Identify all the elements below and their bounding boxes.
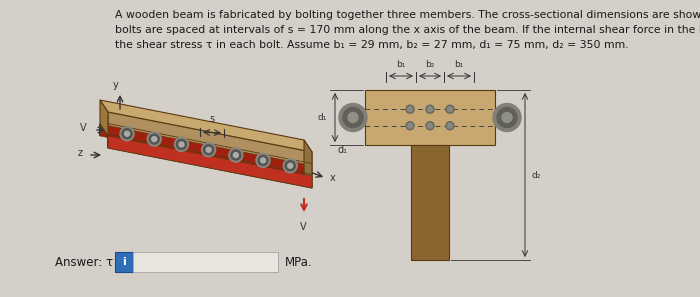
Circle shape: [284, 159, 298, 173]
Text: A wooden beam is fabricated by bolting together three members. The cross-section: A wooden beam is fabricated by bolting t…: [115, 10, 700, 50]
Circle shape: [343, 108, 363, 127]
Circle shape: [493, 103, 521, 132]
Polygon shape: [100, 124, 304, 176]
Polygon shape: [100, 100, 108, 148]
Polygon shape: [100, 100, 312, 152]
Circle shape: [285, 161, 295, 171]
Text: s: s: [209, 114, 215, 124]
Circle shape: [426, 122, 434, 130]
Text: z: z: [78, 148, 83, 158]
Circle shape: [149, 134, 159, 144]
Circle shape: [348, 113, 358, 122]
Text: y: y: [113, 80, 119, 90]
Circle shape: [447, 107, 452, 112]
Circle shape: [258, 155, 268, 165]
Circle shape: [446, 105, 454, 113]
Text: x: x: [330, 173, 336, 183]
FancyBboxPatch shape: [133, 252, 278, 272]
Circle shape: [407, 123, 412, 128]
Text: b₁: b₁: [396, 60, 406, 69]
Circle shape: [256, 153, 270, 168]
Circle shape: [260, 158, 265, 163]
Bar: [365, 90, 495, 145]
Circle shape: [288, 163, 293, 168]
Circle shape: [446, 122, 454, 130]
Polygon shape: [304, 140, 312, 188]
Text: V: V: [300, 222, 307, 232]
Circle shape: [204, 145, 214, 155]
Bar: [411, 145, 449, 260]
FancyBboxPatch shape: [115, 252, 133, 272]
Text: Answer: τ =: Answer: τ =: [55, 255, 127, 268]
Text: b₂: b₂: [426, 60, 435, 69]
Circle shape: [206, 147, 211, 152]
Polygon shape: [108, 136, 312, 188]
Circle shape: [447, 123, 452, 128]
Circle shape: [231, 150, 241, 160]
Text: d₁: d₁: [318, 113, 327, 122]
Polygon shape: [108, 112, 312, 188]
Circle shape: [179, 142, 184, 147]
Circle shape: [428, 123, 433, 128]
Text: b₁: b₁: [454, 60, 463, 69]
Circle shape: [152, 137, 157, 142]
Circle shape: [120, 127, 134, 141]
Circle shape: [122, 129, 132, 139]
Circle shape: [407, 107, 412, 112]
Circle shape: [229, 148, 243, 162]
Text: d₂: d₂: [531, 170, 540, 179]
Circle shape: [502, 113, 512, 122]
Circle shape: [406, 122, 414, 130]
Circle shape: [406, 105, 414, 113]
Circle shape: [147, 132, 161, 146]
Circle shape: [339, 103, 367, 132]
Circle shape: [428, 107, 433, 112]
Circle shape: [497, 108, 517, 127]
Circle shape: [233, 153, 238, 158]
Circle shape: [426, 105, 434, 113]
Text: MPa.: MPa.: [285, 255, 313, 268]
Circle shape: [202, 143, 216, 157]
Text: d₁: d₁: [338, 145, 348, 155]
Text: i: i: [122, 257, 126, 267]
Circle shape: [125, 131, 130, 136]
Circle shape: [176, 139, 186, 149]
Text: V: V: [80, 123, 87, 133]
Circle shape: [174, 138, 188, 151]
